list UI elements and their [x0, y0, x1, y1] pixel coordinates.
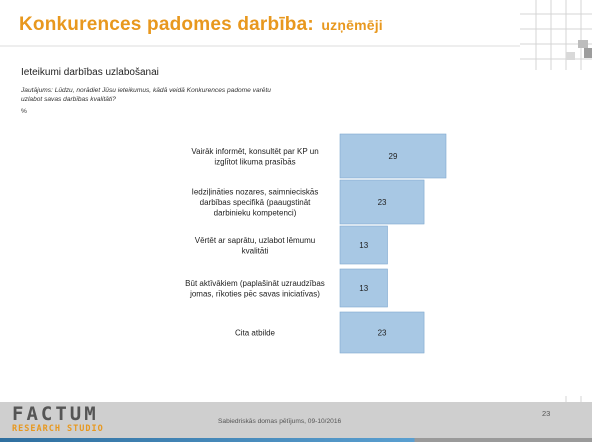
section-label: Ieteikumi darbības uzlabošanai [21, 67, 159, 78]
footer-source: Sabiedriskās domas pētījums, 09-10/2016 [218, 418, 342, 425]
category-label: Vērtēt ar saprātu, uzlabot lēmumu kvalitā… [195, 236, 316, 256]
category-label-line: kvalitāti [242, 246, 269, 255]
bar-value-label: 29 [389, 152, 398, 161]
page-number: 23 [542, 409, 551, 418]
footer-band [0, 402, 592, 438]
bar-value-label: 23 [378, 329, 387, 338]
category-label-line: darbinieku kompetenci) [214, 209, 297, 218]
logo-subtitle: RESEARCH STUDIO [12, 424, 104, 434]
logo-wordmark: FACTUM [12, 403, 99, 425]
bar-value-label: 23 [378, 198, 387, 207]
category-label-line: jomas, rīkoties pēc savas iniciatīvas) [189, 289, 320, 298]
question-text: Jautājums: Lūdzu, norādiet Jūsu ieteikum… [21, 87, 271, 103]
bar [339, 133, 447, 179]
category-label: Cita atbilde [235, 329, 276, 338]
bar [339, 225, 388, 265]
category-label: Iedziļināties nozares, saimnieciskās darb… [192, 188, 319, 218]
category-label-line: Iedziļināties nozares, saimnieciskās [192, 188, 319, 197]
category-label-line: darbības specifikā (paaugstināt [200, 198, 312, 207]
slide-title-main: Konkurences padomes darbība: [19, 14, 314, 35]
bar [339, 268, 388, 308]
footer-stripe [0, 438, 592, 442]
unit-label: % [21, 108, 27, 115]
bar [339, 311, 425, 354]
category-label-line: Būt aktīvākiem (paplašināt uzraudzības [185, 279, 325, 288]
category-label-line: Vairāk informēt, konsultēt par KP un [191, 147, 318, 156]
bar-value-label: 13 [359, 284, 368, 293]
factum-logo: FACTUM RESEARCH STUDIO [12, 405, 104, 434]
category-label-line: izglītot likuma prasībās [214, 157, 295, 166]
category-label: Vairāk informēt, konsultēt par KP un izgl… [191, 147, 318, 167]
slide-title-suffix: uzņēmēji [321, 17, 383, 33]
slide-title: Konkurences padomes darbība: uzņēmēji [19, 14, 383, 36]
bar-value-label: 13 [359, 241, 368, 250]
bar [339, 179, 425, 225]
category-label-line: Vērtēt ar saprātu, uzlabot lēmumu [195, 236, 316, 245]
category-label: Būt aktīvākiem (paplašināt uzraudzības jo… [185, 279, 325, 299]
category-label-line: Cita atbilde [235, 329, 276, 338]
